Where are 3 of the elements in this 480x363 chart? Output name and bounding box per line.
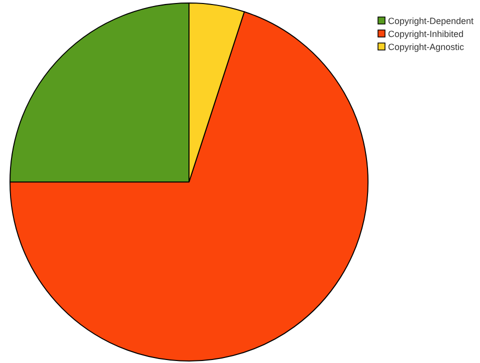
legend-label: Copyright-Inhibited bbox=[388, 29, 464, 39]
legend-label: Copyright-Dependent bbox=[388, 16, 474, 26]
legend-label: Copyright-Agnostic bbox=[388, 42, 465, 52]
